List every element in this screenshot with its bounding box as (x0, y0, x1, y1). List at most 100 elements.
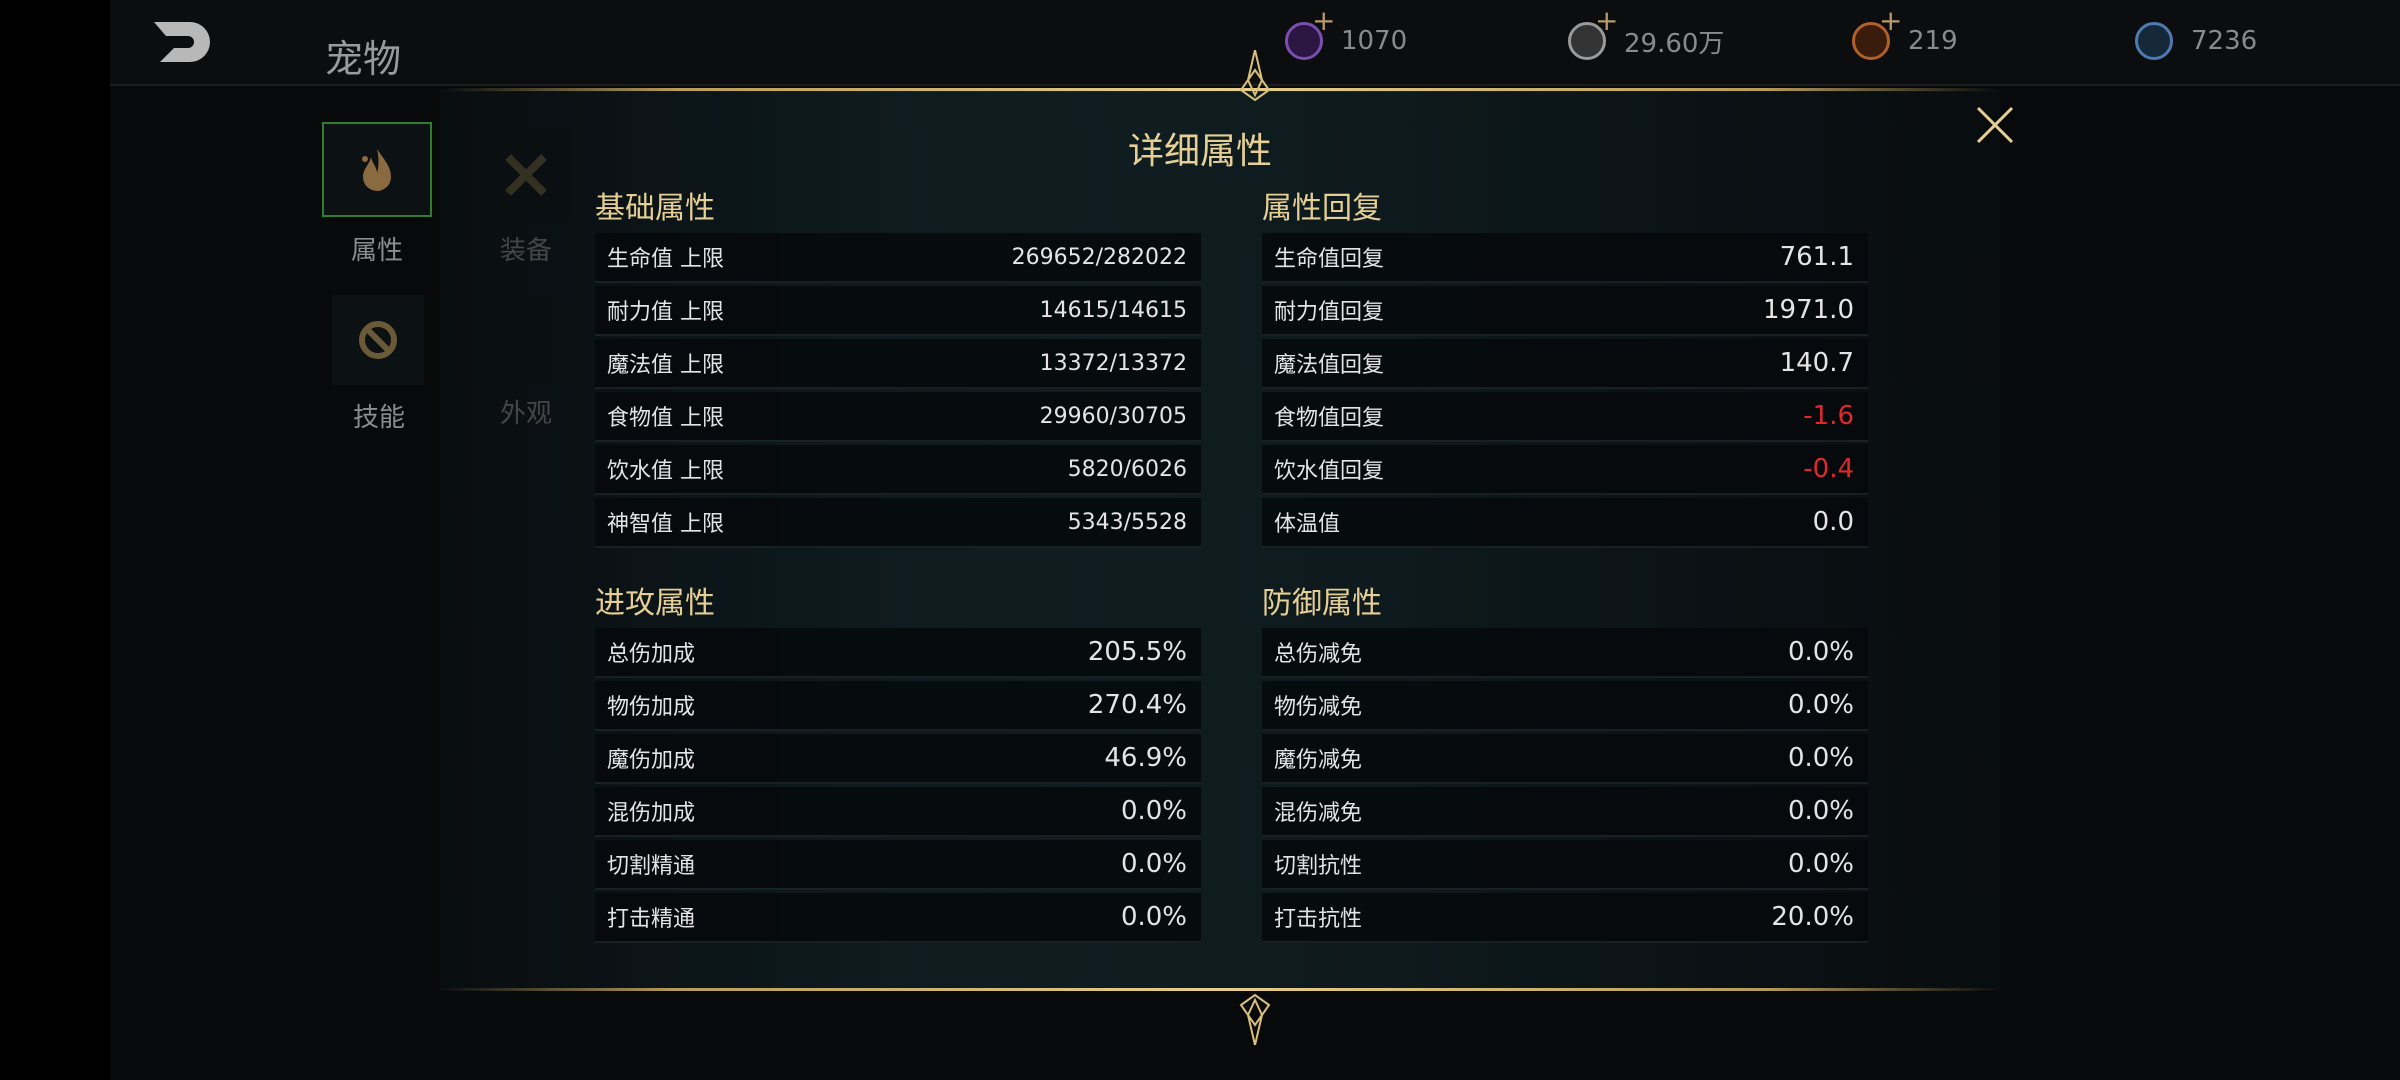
stat-label: 魔法值 上限 (607, 353, 724, 378)
stat-row: 总伤加成 205.5% (595, 628, 1201, 678)
section-title: 防御属性 (1262, 586, 1382, 621)
stat-value: 13372/13372 (1039, 350, 1187, 376)
currency-value: 29.60万 (1624, 28, 1725, 59)
currency-purple-gem[interactable]: +1070 (1285, 7, 1408, 60)
stat-row: 打击精通 0.0% (595, 893, 1201, 943)
stat-label: 混伤加成 (607, 801, 696, 826)
stat-row: 魔法值回复 140.7 (1262, 339, 1868, 389)
stat-value: -1.6 (1803, 401, 1854, 431)
stat-label: 神智值 上限 (607, 512, 724, 537)
modal-title: 详细属性 (1127, 131, 1272, 172)
stat-value: 0.0% (1120, 796, 1187, 826)
stat-label: 耐力值回复 (1274, 300, 1385, 325)
stat-value: 0.0% (1787, 637, 1854, 667)
stat-label: 食物值 上限 (607, 406, 724, 431)
stat-label: 物伤减免 (1274, 695, 1363, 720)
stat-label: 总伤减免 (1274, 642, 1363, 667)
bottom-gold-border (440, 988, 2000, 991)
page-title: 宠物 (325, 37, 402, 81)
top-ornament-icon (1239, 50, 1271, 102)
plus-icon[interactable]: + (1595, 4, 1619, 37)
stat-value: 140.7 (1779, 348, 1854, 378)
stat-label: 切割抗性 (1274, 854, 1363, 879)
stat-label: 魔伤加成 (607, 748, 696, 773)
stat-value: 1971.0 (1763, 295, 1854, 325)
close-icon[interactable] (1975, 105, 2015, 145)
stat-value: 29960/30705 (1039, 403, 1187, 429)
stat-row: 食物值回复 -1.6 (1262, 392, 1868, 442)
stat-value: 205.5% (1087, 637, 1187, 667)
stat-value: 5343/5528 (1067, 509, 1187, 535)
currency-value: 219 (1908, 26, 1958, 56)
section-defense-attributes: 防御属性 总伤减免 0.0% 物伤减免 0.0% 魔伤减免 0.0% 混伤减免 0.0% 切割抗性… (1262, 580, 1868, 946)
stat-label: 生命值 上限 (607, 247, 724, 272)
bottom-ornament-icon (1239, 993, 1271, 1045)
stat-value: 0.0% (1787, 743, 1854, 773)
currency-silver-coin[interactable]: +29.60万 (1568, 7, 1725, 60)
stat-row: 物伤加成 270.4% (595, 681, 1201, 731)
section-attack-attributes: 进攻属性总伤加成 205.5% 物伤加成 270.4% 魔伤加成 46.9% 混伤加成 0.0… (595, 580, 1201, 946)
stat-row: 耐力值回复 1971.0 (1262, 286, 1868, 336)
back-button[interactable] (150, 18, 220, 66)
stat-row: 混伤加成 0.0% (595, 787, 1201, 837)
stat-value: 20.0% (1771, 902, 1854, 932)
stat-label: 饮水值回复 (1274, 459, 1385, 484)
currency-blue-gem[interactable]: 7236 (2135, 22, 2257, 60)
section-title: 属性回复 (1262, 191, 1382, 226)
stat-label: 物伤加成 (607, 695, 696, 720)
stat-label: 打击抗性 (1274, 907, 1363, 932)
silver-coin-icon: + (1568, 7, 1618, 60)
stat-label: 饮水值 上限 (607, 459, 724, 484)
stat-label: 耐力值 上限 (607, 300, 724, 325)
stat-row: 生命值回复 761.1 (1262, 233, 1868, 283)
stat-label: 魔伤减免 (1274, 748, 1363, 773)
bronze-coin-icon: + (1852, 7, 1902, 60)
stat-row: 切割抗性 0.0% (1262, 840, 1868, 890)
stat-row: 打击抗性 20.0% (1262, 893, 1868, 943)
left-edge (0, 0, 110, 1080)
stat-value: 0.0% (1120, 849, 1187, 879)
plus-icon[interactable]: + (1312, 4, 1336, 37)
stat-label: 打击精通 (607, 907, 696, 932)
stat-label: 切割精通 (607, 854, 696, 879)
stat-value: 270.4% (1087, 690, 1187, 720)
currency-value: 1070 (1341, 26, 1408, 56)
section-title: 进攻属性 (595, 586, 715, 621)
stat-value: 0.0% (1787, 690, 1854, 720)
tab-attributes-label: 属性 (350, 236, 403, 266)
stat-label: 混伤减免 (1274, 801, 1363, 826)
tab-attributes[interactable] (322, 122, 432, 217)
stat-row: 体温值 0.0 (1262, 498, 1868, 548)
stat-row: 总伤减免 0.0% (1262, 628, 1868, 678)
stat-value: 0.0% (1120, 902, 1187, 932)
stat-value: 0.0% (1787, 796, 1854, 826)
stat-row: 神智值 上限 5343/5528 (595, 498, 1201, 548)
stat-value: 0.0% (1787, 849, 1854, 879)
tab-skills[interactable] (332, 295, 424, 385)
stat-row: 魔伤减免 0.0% (1262, 734, 1868, 784)
plus-icon[interactable]: + (1879, 4, 1903, 37)
stat-label: 魔法值回复 (1274, 353, 1385, 378)
currency-bronze-coin[interactable]: +219 (1852, 7, 1958, 60)
stat-value: 0.0 (1812, 507, 1854, 537)
skill-icon (359, 321, 397, 359)
stat-label: 生命值回复 (1274, 247, 1385, 272)
stat-label: 体温值 (1274, 512, 1341, 537)
stat-row: 物伤减免 0.0% (1262, 681, 1868, 731)
stat-value: 761.1 (1779, 242, 1854, 272)
stat-row: 耐力值 上限 14615/14615 (595, 286, 1201, 336)
stat-row: 魔伤加成 46.9% (595, 734, 1201, 784)
stat-row: 饮水值回复 -0.4 (1262, 445, 1868, 495)
stat-row: 混伤减免 0.0% (1262, 787, 1868, 837)
section-basic-attributes: 基础属性 生命值 上限 269652/282022 耐力值 上限 14615/14615… (595, 185, 1201, 551)
stat-value: 269652/282022 (1011, 244, 1187, 270)
currency-value: 7236 (2191, 26, 2258, 56)
stat-row: 切割精通 0.0% (595, 840, 1201, 890)
stat-row: 食物值 上限 29960/30705 (595, 392, 1201, 442)
stat-value: 5820/6026 (1067, 456, 1187, 482)
stat-row: 生命值 上限 269652/282022 (595, 233, 1201, 283)
stat-row: 饮水值 上限 5820/6026 (595, 445, 1201, 495)
stat-label: 总伤加成 (607, 642, 696, 667)
section-attribute-recovery: 属性回复生命值回复 761.1 耐力值回复 1971.0 魔法值回复 140.7 食物值回复… (1262, 185, 1868, 551)
stat-value: 14615/14615 (1039, 297, 1187, 323)
